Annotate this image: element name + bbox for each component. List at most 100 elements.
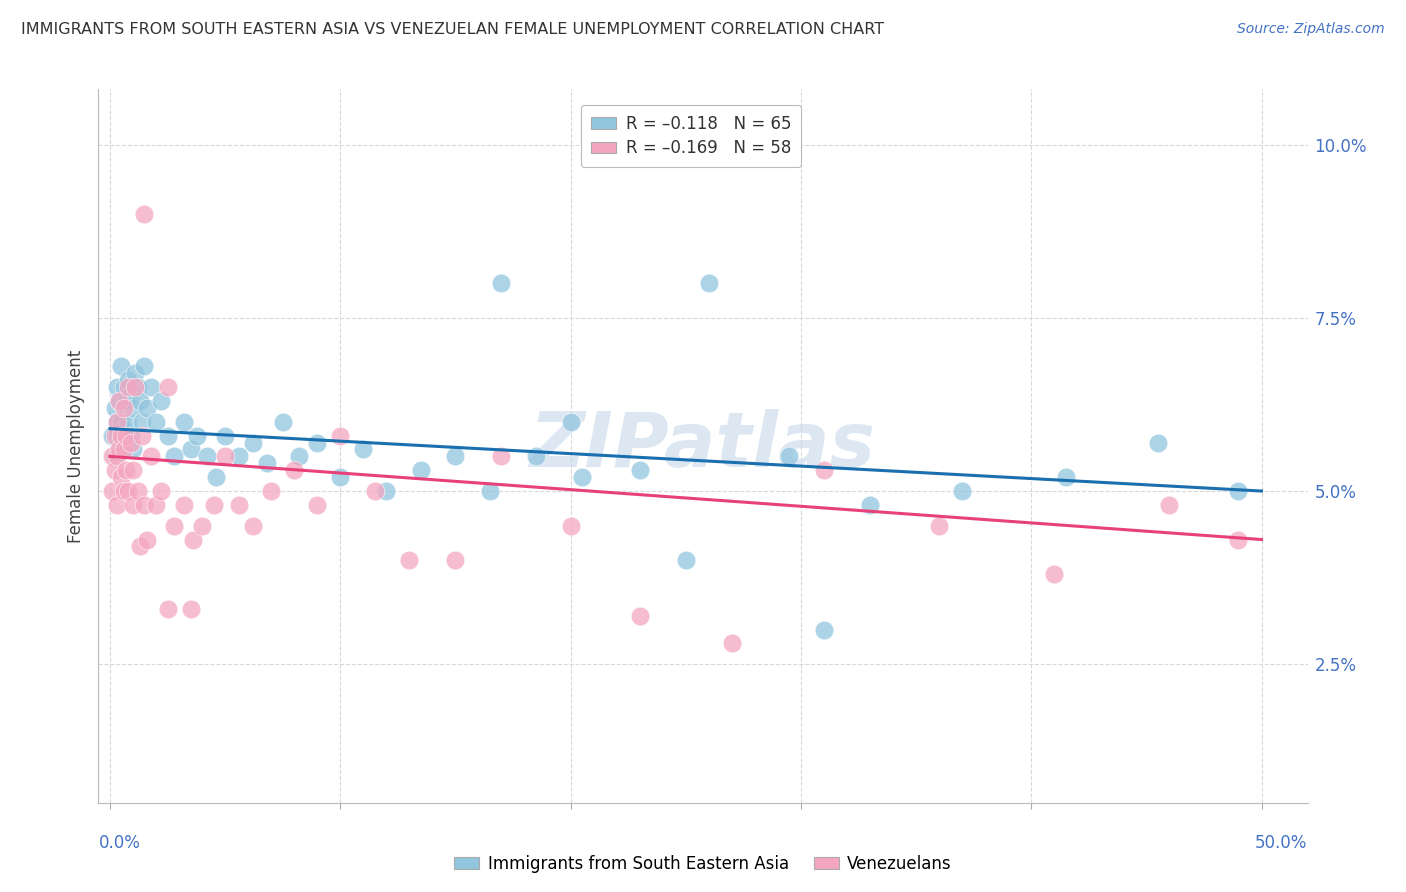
Point <box>859 498 882 512</box>
Point <box>778 450 800 464</box>
Point <box>242 435 264 450</box>
Point <box>110 470 132 484</box>
Point <box>134 359 156 374</box>
Point <box>1227 483 1250 498</box>
Point <box>122 442 145 457</box>
Point <box>352 442 374 457</box>
Point <box>950 483 973 498</box>
Point <box>110 442 132 457</box>
Point <box>191 518 214 533</box>
Point <box>720 636 742 650</box>
Point <box>173 415 195 429</box>
Point <box>128 394 150 409</box>
Point <box>228 450 250 464</box>
Point <box>173 498 195 512</box>
Point <box>156 380 179 394</box>
Point <box>115 428 138 442</box>
Point <box>117 483 139 498</box>
Point <box>307 435 329 450</box>
Point <box>1147 435 1170 450</box>
Point <box>813 623 835 637</box>
Point <box>478 483 501 498</box>
Point <box>120 387 142 401</box>
Point <box>242 518 264 533</box>
Point <box>134 207 156 221</box>
Point <box>105 450 128 464</box>
Point <box>214 450 236 464</box>
Point <box>122 463 145 477</box>
Point <box>288 450 311 464</box>
Point <box>628 463 651 477</box>
Point <box>112 401 135 415</box>
Point <box>131 415 153 429</box>
Point <box>409 463 432 477</box>
Point <box>491 276 513 290</box>
Point <box>560 415 582 429</box>
Point <box>444 553 467 567</box>
Point <box>112 380 135 394</box>
Text: Source: ZipAtlas.com: Source: ZipAtlas.com <box>1237 22 1385 37</box>
Point <box>101 450 124 464</box>
Point <box>105 415 128 429</box>
Point <box>128 540 150 554</box>
Point <box>110 359 132 374</box>
Point <box>145 498 167 512</box>
Point <box>524 450 547 464</box>
Point <box>105 380 128 394</box>
Point <box>103 401 125 415</box>
Point <box>103 463 125 477</box>
Point <box>181 533 204 547</box>
Point <box>813 463 835 477</box>
Point <box>186 428 208 442</box>
Point <box>101 428 124 442</box>
Point <box>124 380 146 394</box>
Point <box>115 394 138 409</box>
Point <box>103 450 125 464</box>
Y-axis label: Female Unemployment: Female Unemployment <box>67 350 86 542</box>
Point <box>101 483 124 498</box>
Point <box>110 415 132 429</box>
Point <box>156 602 179 616</box>
Point <box>271 415 294 429</box>
Point <box>115 428 138 442</box>
Point <box>398 553 420 567</box>
Point <box>127 380 149 394</box>
Point <box>195 450 218 464</box>
Point <box>560 518 582 533</box>
Point <box>103 428 125 442</box>
Point <box>928 518 950 533</box>
Point <box>120 428 142 442</box>
Point <box>205 470 228 484</box>
Point <box>149 394 172 409</box>
Point <box>135 533 157 547</box>
Point <box>307 498 329 512</box>
Point <box>1043 567 1066 582</box>
Point <box>105 498 128 512</box>
Point <box>675 553 697 567</box>
Legend: R = –0.118   N = 65, R = –0.169   N = 58: R = –0.118 N = 65, R = –0.169 N = 58 <box>581 104 801 168</box>
Point <box>375 483 398 498</box>
Text: 50.0%: 50.0% <box>1256 834 1308 852</box>
Point <box>256 456 278 470</box>
Point <box>112 442 135 457</box>
Point <box>122 401 145 415</box>
Point <box>228 498 250 512</box>
Text: ZIPatlas: ZIPatlas <box>530 409 876 483</box>
Point <box>134 498 156 512</box>
Point <box>1227 533 1250 547</box>
Point <box>1159 498 1181 512</box>
Point <box>149 483 172 498</box>
Point <box>120 435 142 450</box>
Point <box>1054 470 1077 484</box>
Point <box>124 366 146 380</box>
Point <box>117 373 139 387</box>
Point <box>283 463 305 477</box>
Point <box>131 428 153 442</box>
Point <box>141 380 163 394</box>
Point <box>444 450 467 464</box>
Point <box>260 483 283 498</box>
Legend: Immigrants from South Eastern Asia, Venezuelans: Immigrants from South Eastern Asia, Vene… <box>447 848 959 880</box>
Point <box>108 394 131 409</box>
Point <box>112 435 135 450</box>
Point <box>571 470 593 484</box>
